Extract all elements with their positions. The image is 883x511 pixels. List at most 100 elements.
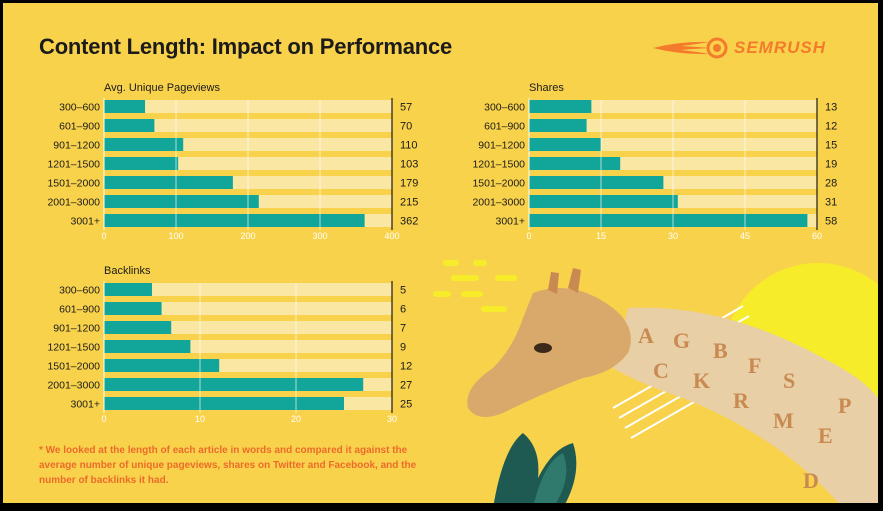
bar <box>529 138 601 151</box>
bar-track <box>104 283 392 296</box>
svg-text:P: P <box>838 393 851 418</box>
value-label: 57 <box>400 102 412 114</box>
tick-label: 60 <box>812 231 822 241</box>
logo-wordmark: SEMRUSH <box>734 38 827 57</box>
category-label: 300–600 <box>59 285 100 297</box>
svg-text:A: A <box>638 323 654 348</box>
category-label: 3001+ <box>496 216 526 228</box>
category-label: 300–600 <box>484 102 525 114</box>
value-label: 13 <box>825 102 837 114</box>
tick-label: 0 <box>101 231 106 241</box>
value-label: 12 <box>825 121 837 133</box>
value-label: 28 <box>825 178 837 190</box>
value-label: 31 <box>825 197 837 209</box>
category-label: 901–1200 <box>478 140 525 152</box>
tick-label: 30 <box>387 414 397 424</box>
value-label: 9 <box>400 342 406 354</box>
shares-chart: Shares 300–600 13 601–900 12 901–1200 15 1201–1… <box>472 82 837 241</box>
page-title: Content Length: Impact on Performance <box>39 34 453 59</box>
bar <box>529 100 592 113</box>
svg-text:E: E <box>818 423 833 448</box>
bar <box>529 157 621 170</box>
bar <box>104 340 191 353</box>
bar <box>104 195 259 208</box>
bar <box>104 321 172 334</box>
category-label: 601–900 <box>59 304 100 316</box>
pageviews-chart: Avg. Unique Pageviews 300–600 57 601–900 70 9… <box>47 82 418 241</box>
svg-text:F: F <box>748 353 761 378</box>
semrush-logo[interactable]: SEMRUSH <box>651 37 841 59</box>
bar <box>104 119 155 132</box>
svg-text:C: C <box>653 358 669 383</box>
value-label: 70 <box>400 121 412 133</box>
bar <box>104 214 365 227</box>
chart-title: Backlinks <box>104 265 151 277</box>
category-label: 2001–3000 <box>47 380 100 392</box>
bar <box>104 176 233 189</box>
category-label: 3001+ <box>71 399 101 411</box>
tick-label: 200 <box>240 231 255 241</box>
category-label: 901–1200 <box>53 323 100 335</box>
svg-text:M: M <box>773 408 794 433</box>
value-label: 15 <box>825 140 837 152</box>
svg-text:D: D <box>803 468 819 493</box>
category-label: 3001+ <box>71 216 101 228</box>
tick-label: 400 <box>384 231 399 241</box>
bar <box>529 214 808 227</box>
category-label: 1201–1500 <box>47 342 100 354</box>
value-label: 103 <box>400 159 418 171</box>
category-label: 1501–2000 <box>472 178 525 190</box>
bar <box>529 176 664 189</box>
category-label: 1201–1500 <box>472 159 525 171</box>
svg-text:B: B <box>713 338 728 363</box>
value-label: 215 <box>400 197 418 209</box>
category-label: 601–900 <box>59 121 100 133</box>
tick-label: 15 <box>596 231 606 241</box>
bar <box>104 157 179 170</box>
bar <box>104 138 184 151</box>
infographic-panel: Content Length: Impact on Performance SE… <box>3 3 878 503</box>
value-label: 58 <box>825 216 837 228</box>
svg-text:G: G <box>673 328 690 353</box>
category-label: 901–1200 <box>53 140 100 152</box>
value-label: 7 <box>400 323 406 335</box>
bar <box>104 359 220 372</box>
svg-text:S: S <box>783 368 795 393</box>
chart-title: Avg. Unique Pageviews <box>104 82 220 94</box>
tick-label: 20 <box>291 414 301 424</box>
category-label: 2001–3000 <box>47 197 100 209</box>
tick-label: 10 <box>195 414 205 424</box>
value-label: 110 <box>400 140 418 152</box>
svg-text:K: K <box>693 368 710 393</box>
value-label: 27 <box>400 380 412 392</box>
value-label: 25 <box>400 399 412 411</box>
value-label: 179 <box>400 178 418 190</box>
bar <box>104 378 364 391</box>
value-label: 12 <box>400 361 412 373</box>
tick-label: 0 <box>101 414 106 424</box>
bar <box>529 195 678 208</box>
category-label: 2001–3000 <box>472 197 525 209</box>
tick-label: 100 <box>168 231 183 241</box>
tick-label: 45 <box>740 231 750 241</box>
value-label: 362 <box>400 216 418 228</box>
backlinks-chart: Backlinks 300–600 5 601–900 6 901–1200 7 1201–1… <box>47 265 412 424</box>
tick-label: 0 <box>526 231 531 241</box>
category-label: 601–900 <box>484 121 525 133</box>
tick-label: 30 <box>668 231 678 241</box>
category-label: 1201–1500 <box>47 159 100 171</box>
category-label: 1501–2000 <box>47 178 100 190</box>
giraffe-illustration: A G B F S C K R M E D P <box>433 260 878 503</box>
bar <box>104 100 146 113</box>
value-label: 5 <box>400 285 406 297</box>
bar <box>104 302 162 315</box>
bar-track <box>104 302 392 315</box>
tick-label: 300 <box>312 231 327 241</box>
fire-icon <box>653 37 728 59</box>
value-label: 19 <box>825 159 837 171</box>
category-label: 300–600 <box>59 102 100 114</box>
bar <box>529 119 587 132</box>
bar <box>104 283 152 296</box>
value-label: 6 <box>400 304 406 316</box>
